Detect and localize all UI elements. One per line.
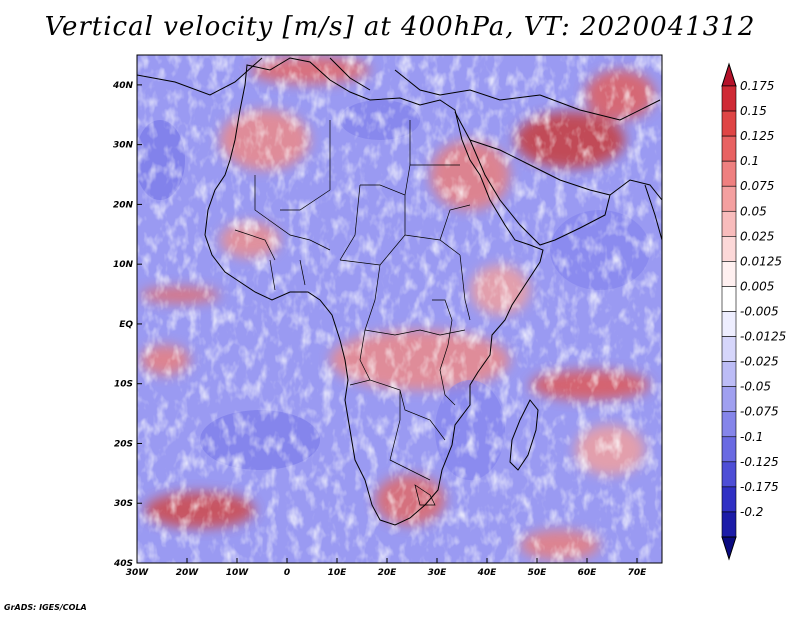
- colorbar-swatch: [721, 511, 737, 538]
- colorbar-swatch: [721, 486, 737, 513]
- colorbar-label: -0.2: [740, 505, 763, 519]
- lat-tick-label: 40N: [112, 81, 134, 91]
- lon-tick-label: 40E: [477, 568, 498, 578]
- colorbar-label: 0.175: [740, 79, 774, 93]
- lon-tick-label: 20E: [378, 568, 398, 578]
- lat-tick-label: EQ: [119, 320, 133, 330]
- lon-tick-label: 0: [284, 568, 290, 578]
- colorbar-label: 0.1: [740, 154, 759, 168]
- colorbar-label: -0.1: [740, 430, 763, 444]
- lon-tick-label: 50E: [528, 568, 548, 578]
- colorbar-swatch: [721, 160, 737, 187]
- colorbar-swatch: [721, 461, 737, 488]
- colorbar-label: -0.075: [740, 405, 779, 419]
- colorbar-swatch: [721, 135, 737, 162]
- map-title: Vertical velocity [m/s] at 400hPa, VT: 2…: [44, 12, 756, 42]
- colorbar-swatch: [721, 311, 737, 337]
- lon-tick-label: 70E: [628, 568, 648, 578]
- velocity-field: [137, 55, 662, 563]
- plot-frame: [136, 54, 663, 564]
- colorbar-swatch: [721, 411, 737, 438]
- colorbar-label: 0.025: [740, 229, 774, 243]
- colorbar-top-arrow: [721, 62, 737, 87]
- colorbar-label: 0.0125: [740, 254, 782, 268]
- colorbar-label: 0.15: [740, 104, 767, 118]
- lon-tick-label: 10E: [328, 568, 348, 578]
- colorbar-swatch: [721, 261, 737, 287]
- lat-tick-label: 10S: [114, 380, 133, 390]
- colorbar-swatch: [721, 185, 737, 212]
- colorbar-swatch: [721, 386, 737, 413]
- lon-tick-label: 60E: [578, 568, 598, 578]
- lon-tick-label: 20W: [176, 568, 200, 578]
- lat-tick-label: 40S: [113, 559, 133, 569]
- colorbar-swatch: [721, 361, 737, 387]
- colorbar-swatch: [721, 210, 737, 237]
- colorbar-label: 0.005: [740, 279, 774, 293]
- country-borders: [234, 120, 471, 506]
- lat-tick-label: 30S: [114, 499, 133, 509]
- lat-tick-label: 20S: [114, 439, 133, 449]
- lon-tick-label: 30E: [428, 568, 448, 578]
- colorbar-label: -0.0125: [740, 330, 786, 344]
- coastlines: [137, 57, 662, 526]
- colorbar-label: 0.075: [740, 179, 774, 193]
- lon-tick-label: 30W: [126, 568, 150, 578]
- colorbar-swatch: [721, 336, 737, 362]
- lat-tick-label: 30N: [113, 141, 134, 151]
- axis-tick-marks: [136, 84, 638, 564]
- colorbar-swatch: [721, 236, 737, 262]
- lat-tick-label: 10N: [113, 260, 134, 270]
- axis-tick-labels: 30W 20W 10W 0 10E 20E 30E 40E 50E 60E 70E 40N 30N 20N…: [112, 81, 647, 578]
- colorbar-swatch: [721, 110, 737, 137]
- colorbar-label: -0.175: [740, 480, 779, 494]
- colorbar-swatch: [721, 436, 737, 463]
- colorbar-label: -0.025: [740, 355, 779, 369]
- colorbar-label: -0.05: [740, 380, 771, 394]
- lat-tick-label: 20N: [113, 200, 134, 210]
- grads-credit: GrADS: IGES/COLA: [4, 603, 87, 612]
- colorbar-label: -0.125: [740, 455, 779, 469]
- colorbar-swatch: [721, 286, 737, 312]
- lon-tick-label: 10W: [226, 568, 250, 578]
- colorbar-label: 0.05: [740, 204, 767, 218]
- colorbar-label: -0.005: [740, 305, 779, 319]
- colorbar: 0.175 0.15 0.125 0.1 0.075 0.05 0.025 0.0125 0.0…: [721, 62, 786, 561]
- colorbar-bottom-arrow: [721, 536, 737, 561]
- colorbar-label: 0.125: [740, 129, 774, 143]
- colorbar-swatch: [721, 85, 737, 112]
